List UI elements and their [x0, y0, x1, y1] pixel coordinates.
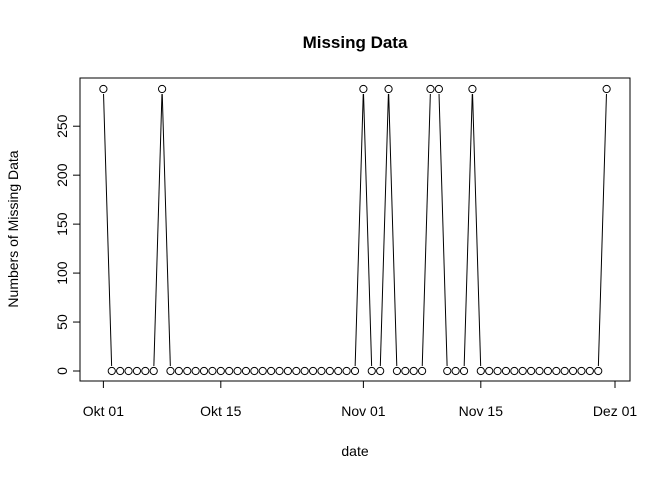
data-point — [459, 366, 469, 376]
line-segment — [388, 93, 398, 367]
data-point — [518, 366, 527, 376]
data-point — [476, 366, 485, 376]
data-point — [493, 366, 502, 376]
data-point — [283, 366, 293, 376]
data-point — [116, 366, 125, 376]
x-tick-label: Okt 01 — [83, 403, 124, 419]
line-segment — [597, 93, 607, 367]
data-point — [199, 366, 209, 376]
data-point — [149, 366, 158, 376]
data-point — [132, 366, 142, 376]
data-point — [359, 84, 368, 94]
y-tick-label: 50 — [54, 314, 70, 330]
line-segment — [161, 93, 171, 367]
data-point — [527, 366, 536, 376]
data-point — [350, 366, 360, 376]
data-point — [216, 366, 225, 376]
data-point — [594, 366, 603, 376]
data-point — [468, 84, 477, 94]
data-point — [384, 84, 393, 94]
data-point — [334, 366, 343, 376]
data-point — [267, 366, 276, 376]
line-segment — [363, 93, 373, 367]
data-point — [250, 366, 259, 376]
data-point — [510, 366, 519, 376]
y-tick-label: 150 — [54, 212, 70, 236]
data-point — [317, 366, 326, 376]
data-point — [157, 84, 167, 94]
data-point — [443, 366, 452, 376]
y-tick-label: 250 — [54, 114, 70, 138]
line-segment — [354, 93, 364, 367]
x-tick-label: Nov 15 — [459, 403, 504, 419]
line-segment — [463, 93, 473, 367]
data-point — [225, 366, 234, 376]
data-point — [166, 366, 175, 376]
data-point — [124, 366, 133, 376]
data-point — [275, 366, 284, 376]
data-point — [417, 366, 427, 376]
chart-title: Missing Data — [303, 33, 408, 52]
series-line — [103, 93, 607, 367]
data-point — [451, 366, 460, 376]
data-point — [107, 366, 116, 376]
data-points — [99, 84, 611, 376]
x-tick-label: Nov 01 — [341, 403, 386, 419]
line-segment — [153, 93, 163, 367]
data-point — [409, 366, 418, 376]
y-axis-label: Numbers of Missing Data — [5, 150, 21, 307]
data-point — [376, 366, 385, 376]
data-point — [292, 366, 301, 376]
data-point — [434, 84, 443, 94]
plot-frame — [79, 77, 631, 382]
line-segment — [421, 93, 431, 367]
data-point — [401, 366, 410, 376]
data-point — [99, 84, 108, 94]
data-point — [426, 84, 435, 94]
data-point — [308, 366, 318, 376]
data-point — [300, 366, 309, 376]
data-point — [568, 366, 578, 376]
line-segment — [438, 93, 448, 367]
y-tick-label: 0 — [54, 367, 70, 375]
data-point — [585, 366, 594, 376]
data-point — [577, 366, 586, 376]
data-point — [258, 366, 267, 376]
data-point — [233, 366, 242, 376]
x-axis-label: date — [341, 443, 368, 459]
data-point — [141, 366, 150, 376]
data-point — [183, 366, 192, 376]
line-segment — [379, 93, 389, 367]
data-point — [367, 366, 376, 376]
line-segment — [103, 93, 113, 367]
x-tick-label: Dez 01 — [593, 403, 638, 419]
data-point — [191, 366, 200, 376]
y-axis: 0 50 100 150 200 250 — [54, 114, 81, 375]
data-point — [560, 366, 569, 376]
x-axis: Okt 01 Okt 15 Nov 01 Nov 15 Dez 01 — [83, 380, 638, 419]
y-tick-label: 200 — [54, 163, 70, 187]
x-tick-label: Okt 15 — [200, 403, 241, 419]
data-point — [552, 366, 561, 376]
data-point — [241, 366, 251, 376]
data-point — [543, 366, 553, 376]
data-point — [602, 84, 611, 94]
data-point — [485, 366, 494, 376]
data-point — [392, 366, 402, 376]
y-tick-label: 100 — [54, 261, 70, 285]
data-point — [342, 366, 351, 376]
line-segment — [472, 93, 482, 367]
data-point — [501, 366, 511, 376]
data-point — [535, 366, 544, 376]
data-point — [208, 366, 217, 376]
data-point — [325, 366, 334, 376]
data-point — [174, 366, 183, 376]
